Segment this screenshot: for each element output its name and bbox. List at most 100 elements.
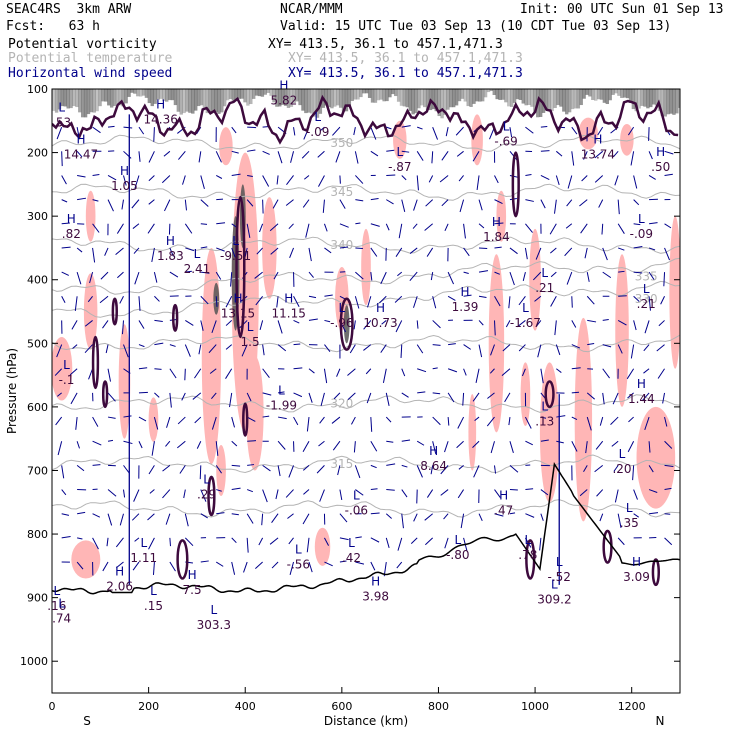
wind-vector [455, 126, 464, 136]
wind-vector [540, 489, 549, 496]
stratosphere-cell [602, 89, 607, 103]
extremum-mark: H [115, 565, 124, 579]
extremum-label: L-.09 [306, 110, 329, 139]
wind-vector [409, 271, 418, 282]
wind-vector [566, 271, 573, 285]
stratosphere-cell [562, 89, 566, 112]
wind-vector [424, 513, 433, 521]
wind-vector [417, 368, 427, 373]
wind-vector [370, 440, 378, 452]
wind-vector [56, 126, 63, 140]
stratosphere-cell [196, 89, 201, 107]
wind-vector [432, 441, 437, 454]
wind-vector [478, 295, 487, 298]
wind-vector [198, 151, 202, 163]
wind-vector [354, 465, 361, 479]
extremum-label: L.74 [52, 597, 71, 626]
wind-vector [92, 126, 101, 134]
wind-vector [627, 440, 635, 453]
axes-layer: 100 200 300 400 500 600 700 800 900 1000 0 200 400 60… [20, 83, 680, 713]
wind-vector [594, 175, 604, 183]
wind-vector [353, 441, 356, 453]
theta-contour [52, 183, 680, 201]
wind-vector [585, 441, 588, 454]
wind-vector [303, 175, 310, 180]
wind-vector [123, 489, 126, 498]
wind-vector [134, 537, 140, 542]
wind-vector [322, 199, 325, 213]
wind-vector [301, 150, 310, 159]
extremum-label: L.42 [342, 536, 361, 565]
wind-vector [649, 512, 659, 515]
wind-vector [84, 344, 93, 354]
extremum-label: H1.84 [483, 215, 510, 244]
stratosphere-cell [669, 89, 673, 114]
wind-vector [394, 295, 403, 303]
wind-vector [123, 175, 127, 186]
extremum-value: 10.73 [363, 316, 397, 330]
wind-vector [458, 175, 464, 182]
wind-vector [246, 416, 256, 422]
stratosphere-cell [153, 89, 157, 104]
extremum-label: H10.73 [363, 301, 397, 330]
wind-vector [386, 463, 396, 466]
wind-vector [447, 271, 455, 285]
stratosphere-cell [425, 89, 430, 110]
stratosphere-cell [524, 89, 528, 106]
extremum-value: .20 [612, 462, 631, 476]
wind-vector [194, 416, 202, 424]
wind-vector [475, 368, 480, 383]
extremum-mark: L [58, 597, 65, 611]
wind-vector [349, 344, 356, 354]
wind-vector [302, 513, 310, 525]
wind-vector [151, 247, 155, 263]
wind-vector [354, 296, 360, 309]
wind-vector [525, 174, 532, 176]
stratosphere-cell [165, 89, 169, 102]
stratosphere-cell [292, 89, 296, 104]
stratosphere-cell [327, 89, 331, 108]
wind-vector [416, 440, 425, 446]
wind-vector [472, 392, 480, 402]
y-tick-label: 600 [27, 401, 48, 414]
wind-vector [413, 513, 418, 522]
wind-vector [148, 175, 155, 182]
stratosphere-cell [214, 89, 218, 112]
terrain-profile [52, 461, 680, 595]
wind-vector [200, 199, 209, 207]
stratosphere-cell [446, 89, 450, 110]
extremum-label: H.50 [651, 145, 670, 174]
wind-vector [382, 368, 387, 383]
extremum-label: L-9.51 [220, 234, 251, 263]
x-axis-north-label: N [656, 714, 665, 728]
wind-vector [370, 464, 377, 469]
stratosphere-cell [379, 89, 383, 100]
wind-vector [525, 223, 533, 233]
wind-vector [231, 537, 237, 544]
y-tick-label: 800 [27, 528, 48, 541]
wind-vector [540, 368, 544, 384]
wind-vector [259, 320, 264, 330]
pv-contour [172, 303, 179, 332]
wind-vector [534, 295, 542, 302]
extremum-value: 3.09 [623, 570, 650, 584]
extremum-mark: L [556, 555, 563, 569]
wind-vector [76, 464, 85, 472]
stratosphere-cell [309, 89, 314, 114]
theta-contour [52, 334, 680, 353]
extremum-mark: H [656, 145, 665, 159]
pv-shaded-region [488, 254, 505, 433]
wind-vector [508, 417, 511, 426]
wind-vector [178, 150, 186, 160]
extremum-value: .50 [651, 160, 670, 174]
stratosphere-cell [286, 89, 291, 108]
wind-vector [602, 271, 612, 279]
wind-vector [571, 126, 578, 135]
wind-vector [602, 392, 605, 405]
wind-vector [617, 199, 620, 215]
wind-vector [583, 151, 588, 160]
wind-vector [441, 151, 449, 161]
wind-vector [401, 392, 409, 398]
valid-time: Valid: 15 UTC Tue 03 Sep 13 (10 CDT Tue … [280, 19, 672, 34]
